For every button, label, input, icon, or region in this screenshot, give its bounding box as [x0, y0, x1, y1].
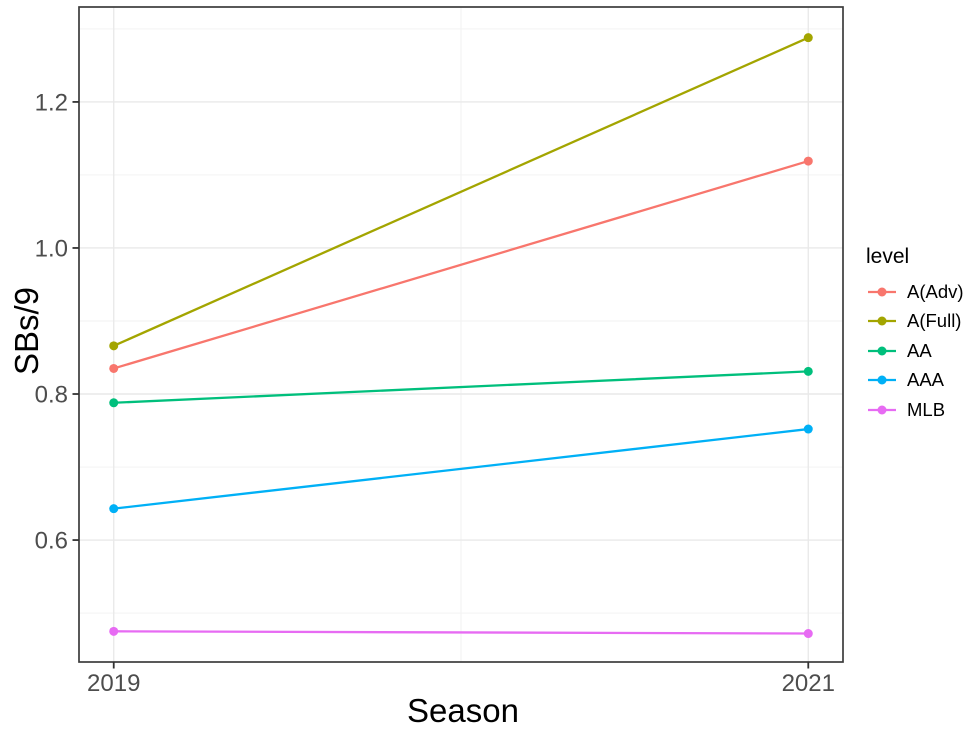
legend-entry-a-adv: A(Adv) — [866, 277, 974, 307]
legend-label: AA — [907, 339, 932, 361]
y-tick-label: 1.2 — [35, 89, 68, 116]
y-tick-label: 1.0 — [35, 235, 68, 262]
legend-entries: A(Adv) A(Full) AA — [866, 277, 974, 425]
legend-label: A(Full) — [907, 310, 962, 332]
gridlines — [79, 7, 843, 662]
y-axis-title: SBs/9 — [8, 287, 45, 375]
legend: level A(Adv) A(Full) — [866, 246, 974, 425]
legend-key-line-dot-icon — [868, 287, 896, 297]
axis-ticks-and-labels: 0.6 0.8 1.0 1.2 2019 2021 — [35, 89, 835, 697]
legend-entry-a-full: A(Full) — [866, 307, 974, 337]
legend-key-line-dot-icon — [868, 316, 896, 326]
legend-label: A(Adv) — [907, 280, 964, 302]
legend-entry-aa: AA — [866, 336, 974, 366]
y-tick-label: 0.6 — [35, 528, 68, 555]
legend-entry-mlb: MLB — [866, 395, 974, 425]
legend-title: level — [866, 245, 910, 268]
y-tick-label: 0.8 — [35, 382, 68, 409]
legend-key-line-dot-icon — [868, 346, 896, 356]
legend-key-line-dot-icon — [868, 405, 896, 415]
legend-key-line-dot-icon — [868, 375, 896, 385]
legend-label: AAA — [907, 369, 945, 391]
data-series — [109, 33, 813, 639]
panel-border — [78, 6, 844, 663]
x-tick-label: 2021 — [782, 670, 835, 697]
legend-label: MLB — [907, 398, 946, 420]
x-tick-label: 2019 — [87, 670, 140, 697]
legend-entry-aaa: AAA — [866, 366, 974, 396]
x-axis-title: Season — [407, 692, 519, 729]
